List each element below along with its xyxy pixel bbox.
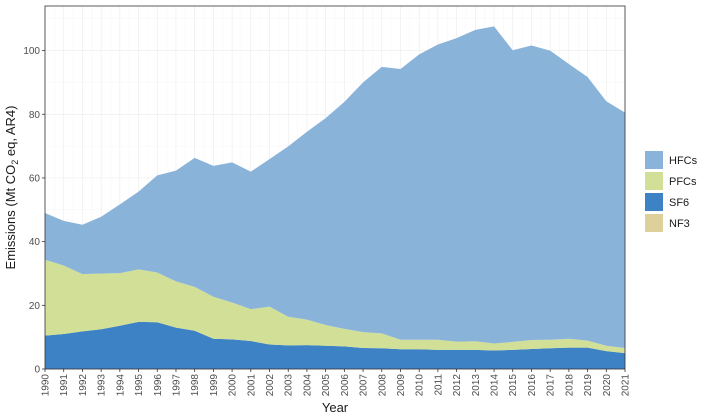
y-tick-label: 40 <box>29 237 41 248</box>
x-tick-label: 2010 <box>415 374 426 397</box>
legend-label-hfcs: HFCs <box>669 155 698 167</box>
legend: HFCs PFCs SF6 NF3 <box>645 151 698 232</box>
legend-label-sf6: SF6 <box>669 197 689 209</box>
area-pfcs <box>45 259 625 354</box>
plot-border <box>44 5 626 370</box>
x-tick-label: 2011 <box>433 374 444 396</box>
area-sf6 <box>45 321 625 369</box>
y-tick-label: 60 <box>29 173 41 184</box>
legend-key-sf6 <box>645 193 663 211</box>
x-tick-label: 2020 <box>602 374 613 397</box>
x-tick-label: 2014 <box>490 374 501 397</box>
y-tick-label: 80 <box>29 110 41 121</box>
x-tick-label: 2016 <box>527 374 538 397</box>
x-tick-label: 1995 <box>134 374 145 397</box>
area-series <box>45 26 625 369</box>
x-tick-label: 2007 <box>359 374 370 397</box>
y-tick-label: 100 <box>23 46 40 57</box>
x-tick-label: 2017 <box>546 374 557 397</box>
area-hfcs <box>45 26 625 348</box>
legend-key-hfcs <box>645 151 663 169</box>
x-tick-label: 1999 <box>209 374 220 397</box>
legend-key-nf3 <box>645 214 663 232</box>
x-tick-label: 2021 <box>621 374 632 397</box>
x-tick-label: 1997 <box>171 374 182 397</box>
x-tick-label: 2019 <box>583 374 594 397</box>
x-axis-title: Year <box>322 400 349 415</box>
x-tick-label: 2008 <box>377 374 388 397</box>
x-axis: 1990 1991 1992 1993 1994 1995 1996 1997 1998 1999… <box>41 369 632 396</box>
y-axis-title: Emissions (Mt CO2 eq, AR4) <box>3 106 20 270</box>
x-tick-label: 2000 <box>228 374 239 397</box>
x-tick-label: 2005 <box>321 374 332 397</box>
x-tick-label: 2018 <box>564 374 575 397</box>
x-tick-label: 1992 <box>78 374 89 397</box>
x-tick-label: 2003 <box>284 374 295 397</box>
x-tick-label: 2009 <box>396 374 407 397</box>
legend-label-pfcs: PFCs <box>669 176 697 188</box>
x-tick-label: 1991 <box>59 374 70 397</box>
y-tick-label: 0 <box>34 365 40 376</box>
y-tick-label: 20 <box>29 301 41 312</box>
x-tick-label: 2013 <box>471 374 482 397</box>
x-tick-label: 2004 <box>302 374 313 397</box>
x-tick-label: 2015 <box>508 374 519 397</box>
legend-key-pfcs <box>645 172 663 190</box>
x-tick-label: 1998 <box>190 374 201 397</box>
legend-label-nf3: NF3 <box>669 218 690 230</box>
x-tick-label: 1990 <box>41 374 52 397</box>
x-tick-label: 1994 <box>115 374 126 397</box>
x-tick-label: 2002 <box>265 374 276 397</box>
y-axis: 0 20 40 60 80 100 <box>23 46 45 376</box>
x-tick-label: 1993 <box>97 374 108 397</box>
x-tick-label: 2006 <box>340 374 351 397</box>
x-tick-label: 2001 <box>246 374 257 397</box>
x-tick-label: 2012 <box>452 374 463 397</box>
x-tick-label: 1996 <box>153 374 164 397</box>
